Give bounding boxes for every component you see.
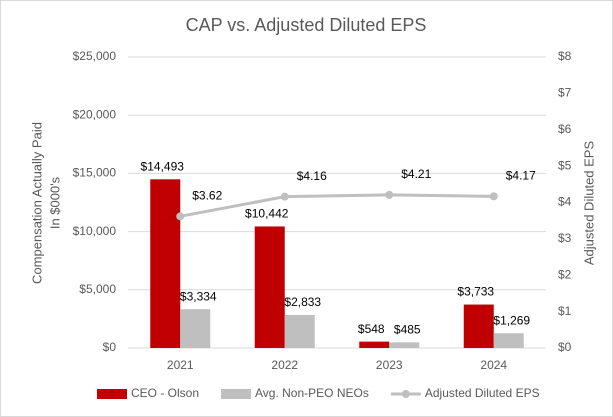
bar [180, 309, 211, 348]
y-tick-label: $15,000 [73, 166, 117, 180]
y-tick-label: $10,000 [73, 224, 117, 238]
y-tick-label: $25,000 [73, 49, 117, 63]
y2-tick-label: $6 [558, 122, 572, 136]
data-label: $10,442 [245, 207, 289, 221]
legend-label: Avg. Non-PEO NEOs [255, 386, 369, 400]
bar [463, 304, 494, 348]
x-tick-label: 2022 [271, 358, 298, 372]
data-label: $4.17 [506, 168, 536, 182]
data-label: $3.62 [192, 188, 222, 202]
x-tick-label: 2024 [480, 358, 507, 372]
y2-tick-label: $3 [558, 231, 572, 245]
bar [150, 179, 181, 348]
data-label: $14,493 [141, 159, 185, 173]
line-marker [280, 192, 289, 201]
data-label: $548 [358, 322, 385, 336]
legend-label: Adjusted Diluted EPS [425, 386, 540, 400]
y2-tick-label: $4 [558, 195, 572, 209]
legend-swatch [221, 389, 252, 399]
y2-axis-title: Adjusted Diluted EPS [581, 141, 596, 266]
y-tick-label: $20,000 [73, 107, 117, 121]
legend-swatch [401, 390, 410, 398]
x-tick-label: 2021 [167, 358, 194, 372]
y2-tick-label: $8 [558, 49, 572, 63]
data-label: $3,334 [180, 289, 217, 303]
chart-title: CAP vs. Adjusted Diluted EPS [186, 15, 427, 35]
y2-tick-label: $1 [558, 304, 572, 318]
legend-label: CEO - Olson [131, 386, 199, 400]
data-label: $1,269 [493, 313, 530, 327]
y2-tick-label: $7 [558, 86, 572, 100]
y2-tick-label: $5 [558, 158, 572, 172]
y-axis-title: In $000's [47, 176, 62, 229]
line-marker [489, 192, 498, 201]
y-axis-title: Compensation Actually Paid [29, 122, 44, 284]
line-marker [176, 212, 185, 221]
data-label: $2,833 [284, 295, 321, 309]
y-tick-label: $5,000 [79, 282, 116, 296]
bar [359, 341, 390, 348]
bar [254, 226, 285, 348]
y-tick-label: $0 [103, 340, 117, 354]
data-label: $3,733 [457, 285, 494, 299]
x-tick-label: 2023 [376, 358, 403, 372]
y2-tick-label: $2 [558, 267, 572, 281]
bar [389, 342, 420, 348]
bar [493, 333, 524, 348]
line [179, 193, 494, 218]
data-label: $485 [394, 323, 421, 337]
y2-tick-label: $0 [558, 340, 572, 354]
data-label: $4.21 [401, 167, 431, 181]
line-marker [385, 190, 394, 199]
data-label: $4.16 [297, 169, 327, 183]
legend-swatch [97, 389, 127, 399]
bar [284, 315, 315, 348]
